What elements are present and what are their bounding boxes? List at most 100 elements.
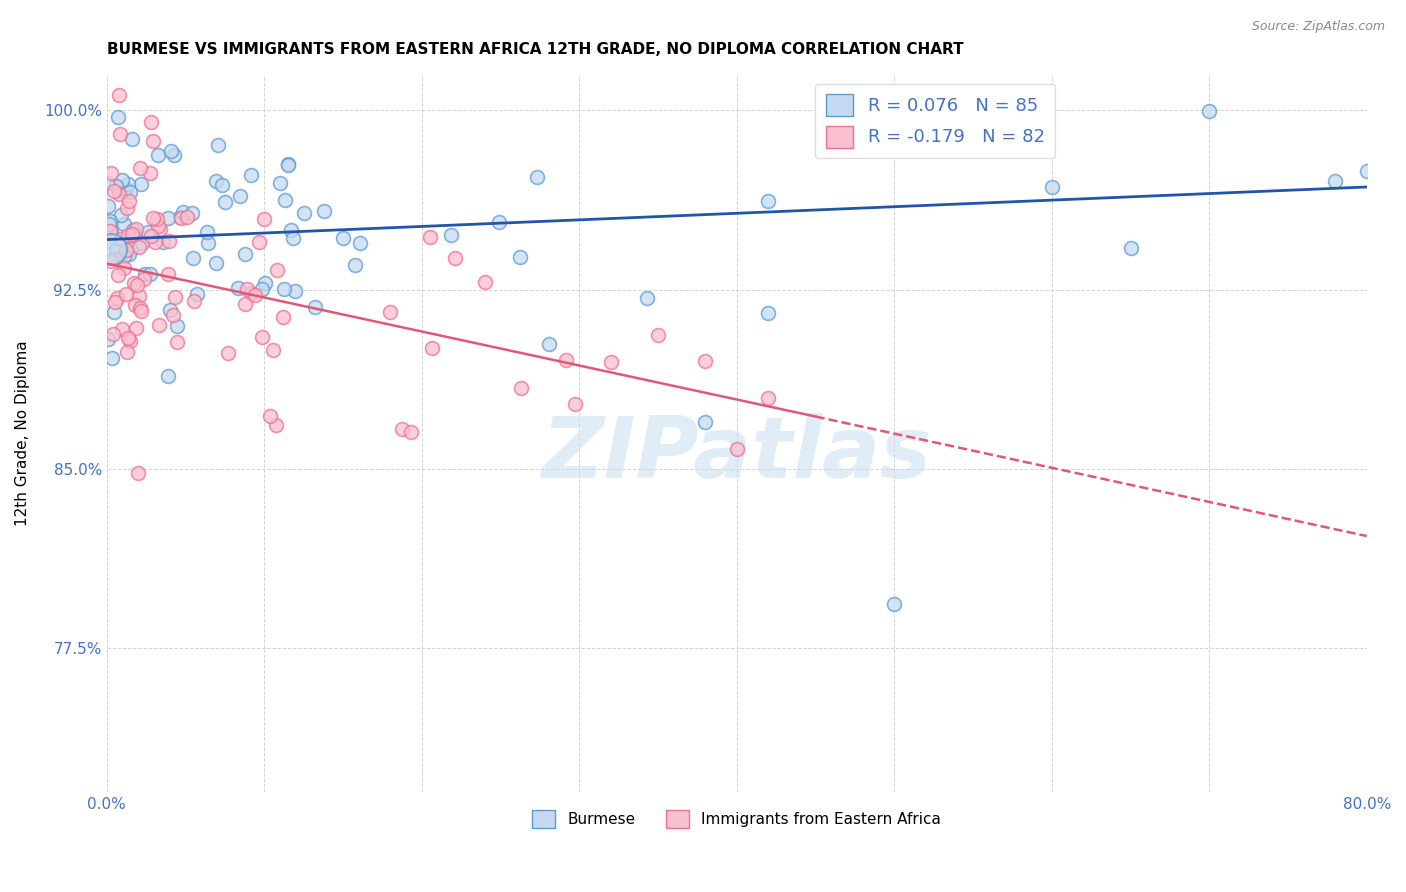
Point xyxy=(157,234,180,248)
Point xyxy=(217,346,239,360)
Point xyxy=(124,298,146,312)
Point xyxy=(156,369,179,384)
Point xyxy=(695,354,717,368)
Point xyxy=(474,275,496,289)
Point xyxy=(236,282,259,296)
Point xyxy=(134,268,156,282)
Point xyxy=(104,244,127,258)
Point xyxy=(121,227,143,242)
Point xyxy=(121,132,143,146)
Point xyxy=(226,281,249,295)
Point xyxy=(636,291,658,305)
Point xyxy=(129,161,152,175)
Point xyxy=(170,211,193,226)
Point xyxy=(349,236,371,251)
Point xyxy=(146,211,169,226)
Point xyxy=(756,391,779,405)
Point xyxy=(97,332,120,346)
Point xyxy=(136,225,159,239)
Point xyxy=(118,247,141,261)
Point xyxy=(378,305,401,319)
Point xyxy=(149,221,172,235)
Point xyxy=(1119,241,1142,255)
Point xyxy=(107,268,129,283)
Point xyxy=(443,251,465,265)
Point xyxy=(252,282,274,296)
Point xyxy=(509,251,531,265)
Point xyxy=(100,242,122,256)
Point xyxy=(269,176,291,190)
Point xyxy=(181,252,204,266)
Point xyxy=(564,397,586,411)
Point xyxy=(391,422,413,436)
Point xyxy=(111,322,134,336)
Point xyxy=(118,334,141,348)
Point xyxy=(111,172,134,186)
Point xyxy=(127,467,149,481)
Point xyxy=(114,244,136,258)
Point xyxy=(195,225,218,239)
Point xyxy=(172,204,194,219)
Point xyxy=(103,304,125,318)
Point xyxy=(183,294,205,309)
Point xyxy=(197,235,219,250)
Point xyxy=(129,304,152,318)
Point xyxy=(440,228,463,243)
Point xyxy=(332,231,354,245)
Point xyxy=(125,222,148,236)
Point xyxy=(120,185,142,199)
Point xyxy=(115,201,138,215)
Point xyxy=(253,276,276,290)
Point xyxy=(281,231,304,245)
Point xyxy=(128,289,150,303)
Point xyxy=(526,170,548,185)
Point xyxy=(239,285,262,300)
Point xyxy=(117,177,139,191)
Text: Source: ZipAtlas.com: Source: ZipAtlas.com xyxy=(1251,20,1385,33)
Point xyxy=(510,381,533,395)
Point xyxy=(163,148,186,162)
Point xyxy=(104,179,127,194)
Point xyxy=(104,295,127,310)
Point xyxy=(554,353,576,368)
Point xyxy=(266,263,288,277)
Point xyxy=(181,206,204,220)
Point xyxy=(98,214,121,228)
Text: BURMESE VS IMMIGRANTS FROM EASTERN AFRICA 12TH GRADE, NO DIPLOMA CORRELATION CHA: BURMESE VS IMMIGRANTS FROM EASTERN AFRIC… xyxy=(107,42,963,57)
Point xyxy=(157,267,180,281)
Point xyxy=(273,193,295,207)
Point xyxy=(114,260,136,275)
Point xyxy=(110,231,132,245)
Point xyxy=(139,267,162,281)
Point xyxy=(156,211,179,225)
Point xyxy=(117,345,139,359)
Point xyxy=(756,306,779,320)
Point xyxy=(205,174,228,188)
Point xyxy=(214,194,236,209)
Point xyxy=(108,128,131,142)
Point xyxy=(271,310,294,324)
Point xyxy=(250,330,273,344)
Point xyxy=(162,308,184,322)
Point xyxy=(488,214,510,228)
Point xyxy=(1355,163,1378,178)
Point xyxy=(883,597,905,611)
Point xyxy=(98,234,121,248)
Point xyxy=(240,168,263,182)
Point xyxy=(599,355,621,369)
Point xyxy=(107,110,129,124)
Point xyxy=(110,208,132,222)
Point xyxy=(538,337,561,351)
Point xyxy=(344,259,367,273)
Point xyxy=(186,287,208,301)
Point xyxy=(263,343,285,357)
Point xyxy=(695,415,717,429)
Point xyxy=(112,249,135,263)
Point xyxy=(131,178,153,192)
Point xyxy=(111,185,134,199)
Point xyxy=(100,351,122,365)
Point xyxy=(103,184,125,198)
Point xyxy=(117,330,139,344)
Point xyxy=(108,186,131,201)
Point xyxy=(725,442,748,456)
